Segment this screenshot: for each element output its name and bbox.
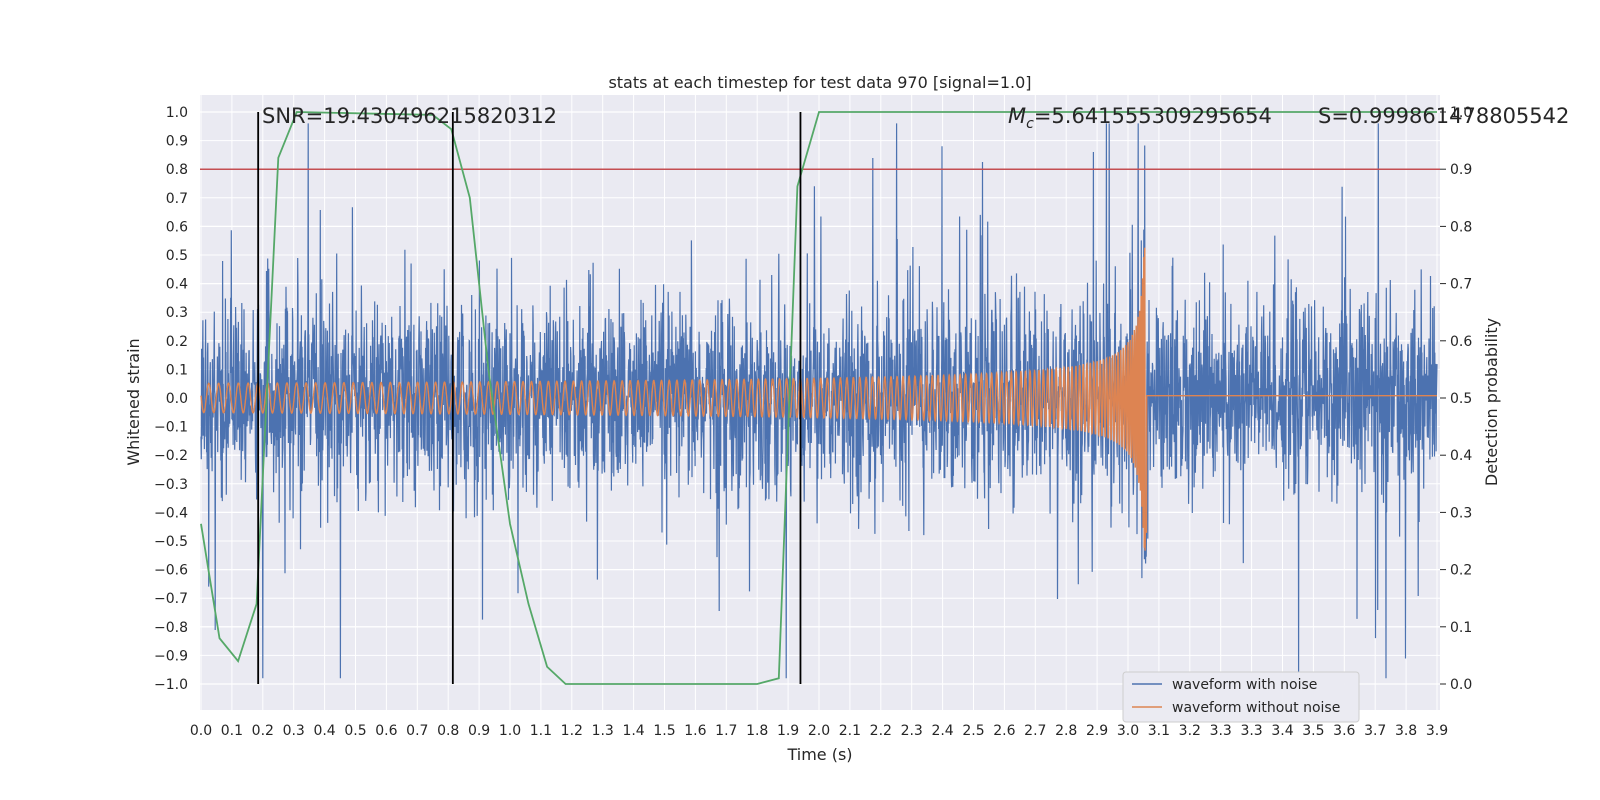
legend-label-noise: waveform with noise [1172, 677, 1317, 693]
x-tick-label: 2.9 [1086, 723, 1108, 739]
y-tick-labels: 1.0 0.9 0.8 0.7 0.6 0.5 0.4 0.3 0.2 0.1 0.0 −0.1 −0.… [154, 105, 188, 693]
y-tick-label: 0.6 [166, 219, 188, 235]
x-tick-label: 3.8 [1395, 723, 1417, 739]
x-tick-label: 3.1 [1148, 723, 1170, 739]
y-tick-label: 0.3 [166, 305, 188, 321]
x-tick-label: 0.6 [375, 723, 397, 739]
x-tick-label: 1.3 [592, 723, 614, 739]
overlays [200, 111, 1440, 685]
x-tick-label: 2.3 [901, 723, 923, 739]
y-tick-label: 0.8 [166, 162, 188, 178]
y-tick-label: 0.1 [166, 362, 188, 378]
y2-tick-label: 0.7 [1450, 277, 1472, 293]
y2-tick-label: 1.0 [1450, 105, 1472, 121]
y2-tick-label: 0.4 [1450, 448, 1472, 464]
x-tick-label: 0.9 [468, 723, 490, 739]
x-tick-label: 1.7 [715, 723, 737, 739]
x-tick-label: 1.6 [684, 723, 706, 739]
y-tick-label: 0.4 [166, 277, 188, 293]
x-tick-label: 1.0 [499, 723, 521, 739]
y-tick-label: 0.2 [166, 334, 188, 350]
x-tick-label: 0.4 [313, 723, 335, 739]
x-tick-label: 3.3 [1210, 723, 1232, 739]
y-tick-label: −0.3 [154, 477, 188, 493]
y-tick-label: −0.5 [154, 534, 188, 550]
x-tick-label: 0.5 [344, 723, 366, 739]
y2-tick-label: 0.2 [1450, 563, 1472, 579]
x-tick-label: 2.6 [993, 723, 1015, 739]
x-tick-label: 3.3 [1240, 723, 1262, 739]
x-tick-label: 3.2 [1179, 723, 1201, 739]
y2-tick-label: 0.5 [1450, 391, 1472, 407]
y-tick-label: −0.1 [154, 420, 188, 436]
series-waveform-without-noise [200, 247, 1437, 551]
x-tick-label: 2.2 [870, 723, 892, 739]
x-axis-label: Time (s) [786, 745, 852, 764]
mc-value: =5.641555309295654 [1034, 104, 1272, 128]
y-tick-label: −0.7 [154, 591, 188, 607]
y-tick-label: 0.9 [166, 134, 188, 150]
y2-tick-label: 0.8 [1450, 219, 1472, 235]
y-tick-label: 0.0 [166, 391, 188, 407]
y2-tick-label: 0.3 [1450, 505, 1472, 521]
x-tick-label: 3.5 [1302, 723, 1324, 739]
y2-tick-label: 0.9 [1450, 162, 1472, 178]
chart-title: stats at each timestep for test data 970… [608, 73, 1031, 92]
x-tick-label: 2.1 [839, 723, 861, 739]
legend-box [1122, 671, 1360, 723]
x-tick-label: 1.8 [746, 723, 768, 739]
x-tick-label: 3.7 [1364, 723, 1386, 739]
legend: waveform with noise waveform without noi… [1122, 671, 1360, 723]
mc-annotation: Mc=5.641555309295654 [1008, 104, 1272, 132]
x-tick-label: 3.9 [1426, 723, 1448, 739]
x-tick-label: 0.7 [406, 723, 428, 739]
legend-label-clean: waveform without noise [1172, 700, 1340, 716]
y-tick-label: 1.0 [166, 105, 188, 121]
x-tick-labels: 0.0 0.1 0.2 0.3 0.4 0.5 0.6 0.7 0.8 0.9 1.0 1.1 1.2 1… [190, 723, 1448, 739]
y-tick-label: −0.9 [154, 648, 188, 664]
x-tick-label: 1.2 [561, 723, 583, 739]
x-tick-label: 0.0 [190, 723, 212, 739]
x-tick-label: 3.6 [1333, 723, 1355, 739]
y-tick-label: −0.6 [154, 563, 188, 579]
x-tick-label: 2.0 [808, 723, 830, 739]
y-tick-label: −0.4 [154, 505, 188, 521]
x-tick-label: 2.5 [962, 723, 984, 739]
y-tick-label: 0.7 [166, 191, 188, 207]
y-tick-label: −0.2 [154, 448, 188, 464]
y-tick-label: −0.8 [154, 620, 188, 636]
x-tick-label: 0.3 [283, 723, 305, 739]
detection-probability-line [200, 111, 1437, 685]
y2-axis-label: Detection probability [1482, 318, 1501, 486]
x-tick-label: 1.4 [622, 723, 644, 739]
y2-tick-labels: 1.0 0.9 0.8 0.7 0.6 0.5 0.4 0.3 0.2 0.1 0.0 [1440, 105, 1472, 693]
x-tick-label: 1.5 [653, 723, 675, 739]
y-tick-label: −1.0 [154, 677, 188, 693]
snr-annotation: SNR=19.430496215820312 [262, 104, 557, 128]
x-tick-label: 1.9 [777, 723, 799, 739]
y2-tick-label: 0.1 [1450, 620, 1472, 636]
y-axis-label: Whitened strain [124, 338, 143, 465]
x-tick-label: 2.8 [1055, 723, 1077, 739]
x-tick-label: 3.4 [1271, 723, 1293, 739]
s-annotation: S=0.999861478805542 [1318, 104, 1569, 128]
x-tick-label: 1.1 [530, 723, 552, 739]
x-tick-label: 0.8 [437, 723, 459, 739]
x-tick-label: 2.4 [931, 723, 953, 739]
x-tick-label: 0.2 [252, 723, 274, 739]
clean-waveform-line [200, 247, 1437, 551]
y2-tick-label: 0.6 [1450, 334, 1472, 350]
x-tick-label: 0.1 [221, 723, 243, 739]
x-tick-label: 3.0 [1117, 723, 1139, 739]
y-tick-label: 0.5 [166, 248, 188, 264]
y2-tick-label: 0.0 [1450, 677, 1472, 693]
x-tick-label: 2.7 [1024, 723, 1046, 739]
